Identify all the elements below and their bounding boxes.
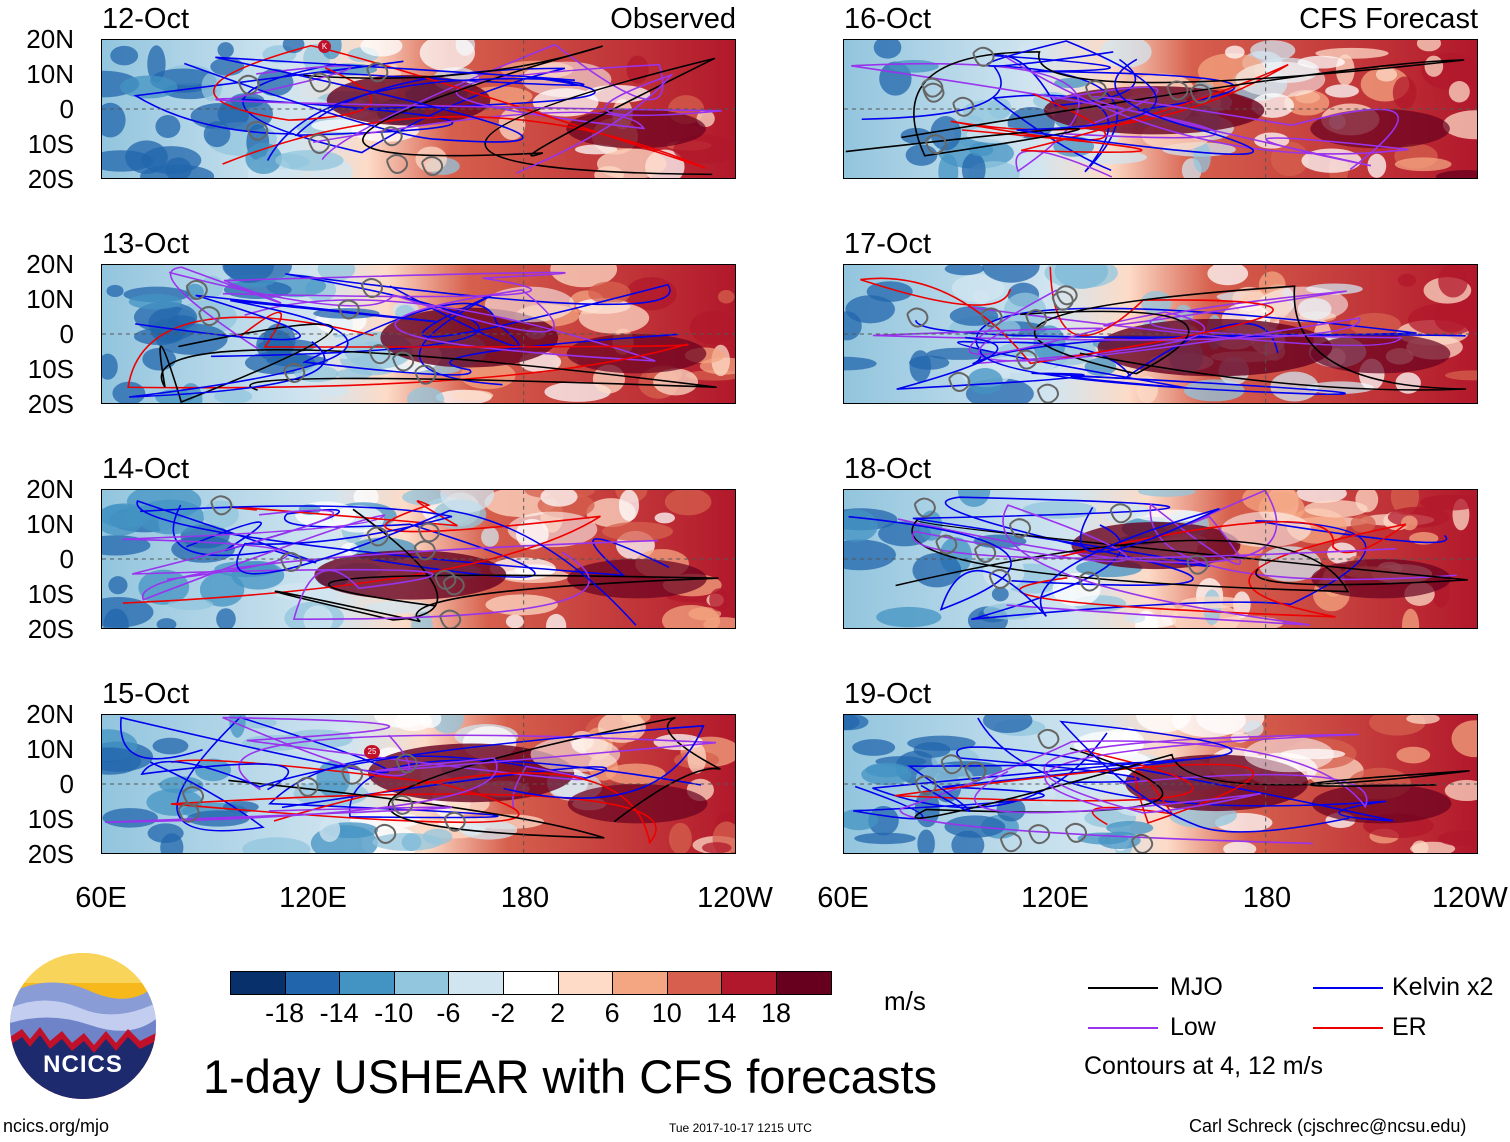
y-tick-label: 0	[59, 94, 74, 124]
shear-field-map	[844, 40, 1477, 178]
map-panel-18-oct	[843, 489, 1478, 629]
x-tick-120e-left: 120E	[279, 882, 347, 914]
map-panel-15-oct	[101, 714, 736, 854]
y-tick-label: 20S	[27, 614, 74, 644]
contour-note: Contours at 4, 12 m/s	[1084, 1052, 1324, 1080]
y-tick-label: 20S	[27, 164, 74, 194]
ncics-logo-icon	[10, 953, 156, 1099]
map-panel-13-oct	[101, 264, 736, 404]
colorbar-label: 10	[651, 998, 682, 1028]
colorbar-swatch	[230, 971, 286, 995]
legend-mjo-label: MJO	[1170, 973, 1223, 1001]
observed-label: Observed	[610, 3, 736, 35]
y-tick-label: 10N	[26, 734, 74, 764]
y-tick-label: 20N	[26, 249, 74, 279]
shear-field-map	[844, 490, 1477, 628]
logo-text: NCICS	[43, 1051, 123, 1078]
footer-url: ncics.org/mjo	[3, 1116, 110, 1136]
colorbar-label: 2	[550, 998, 566, 1028]
shear-field-map	[844, 265, 1477, 403]
storm-marker-icon: 25	[364, 745, 380, 759]
y-tick-label: 20S	[27, 839, 74, 869]
y-tick-label: 0	[59, 319, 74, 349]
y-tick-label: 10N	[26, 59, 74, 89]
legend-kelvin-line	[1313, 987, 1383, 989]
colorbar-label: -6	[436, 998, 461, 1028]
legend-er-line	[1313, 1027, 1383, 1029]
colorbar-unit: m/s	[884, 986, 926, 1016]
colorbar-label: 6	[604, 998, 620, 1028]
panel-date-18-oct: 18-Oct	[844, 453, 932, 485]
colorbar-swatch	[339, 971, 395, 995]
colorbar-swatch	[721, 971, 777, 995]
colorbar-label: -18	[265, 998, 305, 1028]
colorbar-swatch	[448, 971, 504, 995]
x-tick-180-right: 180	[1242, 882, 1292, 914]
y-tick-label: 20N	[26, 474, 74, 504]
colorbar-label: -2	[490, 998, 515, 1028]
colorbar-label: -10	[374, 998, 414, 1028]
colorbar-swatch	[557, 971, 614, 995]
panel-date-15-oct: 15-Oct	[102, 678, 190, 710]
storm-marker-icon: K	[318, 40, 331, 53]
y-tick-label: 10N	[26, 284, 74, 314]
panel-date-19-oct: 19-Oct	[844, 678, 932, 710]
legend-low-label: Low	[1170, 1013, 1216, 1041]
shear-field-map	[844, 715, 1477, 853]
footer-author: Carl Schreck (cjschrec@ncsu.edu)	[1189, 1116, 1467, 1136]
map-panel-19-oct	[843, 714, 1478, 854]
x-tick-60e-right: 60E	[817, 882, 869, 914]
panel-date-17-oct: 17-Oct	[844, 228, 932, 260]
y-tick-label: 0	[59, 544, 74, 574]
colorbar-swatch	[612, 971, 668, 995]
shear-field-map	[102, 265, 735, 403]
figure-title: 1-day USHEAR with CFS forecasts	[203, 1050, 937, 1103]
y-tick-label: 20S	[27, 389, 74, 419]
y-tick-label: 10S	[27, 354, 74, 384]
ncics-logo: NCICS	[10, 953, 156, 1099]
panel-date-14-oct: 14-Oct	[102, 453, 190, 485]
shear-field-map	[102, 40, 735, 178]
map-panel-12-oct	[101, 39, 736, 179]
legend-low-line	[1088, 1027, 1158, 1029]
y-tick-label: 10N	[26, 509, 74, 539]
colorbar-swatch	[393, 971, 450, 995]
y-tick-label: 10S	[27, 579, 74, 609]
x-tick-60e-left: 60E	[75, 882, 127, 914]
colorbar-label: -14	[319, 998, 359, 1028]
y-tick-label: 10S	[27, 129, 74, 159]
colorbar-swatch	[666, 971, 723, 995]
x-tick-120w-right: 120W	[1432, 884, 1508, 913]
x-tick-120e-right: 120E	[1021, 882, 1089, 914]
legend-er-label: ER	[1392, 1013, 1427, 1041]
colorbar-label: 14	[706, 998, 737, 1028]
panel-date-13-oct: 13-Oct	[102, 228, 190, 260]
map-panel-14-oct	[101, 489, 736, 629]
y-tick-label: 20N	[26, 24, 74, 54]
shear-field-map	[102, 490, 735, 628]
legend-kelvin-label: Kelvin x2	[1392, 973, 1494, 1001]
cfs-forecast-label: CFS Forecast	[1299, 3, 1478, 35]
colorbar-swatch	[776, 971, 832, 995]
panel-date-16-oct: 16-Oct	[844, 3, 932, 35]
map-panel-17-oct	[843, 264, 1478, 404]
x-tick-120w-left: 120W	[697, 882, 773, 914]
colorbar-swatch	[284, 971, 341, 995]
shear-field-map	[102, 715, 735, 853]
y-tick-label: 0	[59, 769, 74, 799]
footer-timestamp: Tue 2017-10-17 1215 UTC	[669, 1121, 812, 1135]
map-panel-16-oct	[843, 39, 1478, 179]
legend-mjo-line	[1088, 987, 1158, 989]
panel-date-12-oct: 12-Oct	[102, 3, 190, 35]
y-tick-label: 20N	[26, 699, 74, 729]
colorbar-swatch	[503, 971, 559, 995]
x-tick-180-left: 180	[500, 882, 550, 914]
y-tick-label: 10S	[27, 804, 74, 834]
colorbar-label: 18	[760, 998, 792, 1028]
